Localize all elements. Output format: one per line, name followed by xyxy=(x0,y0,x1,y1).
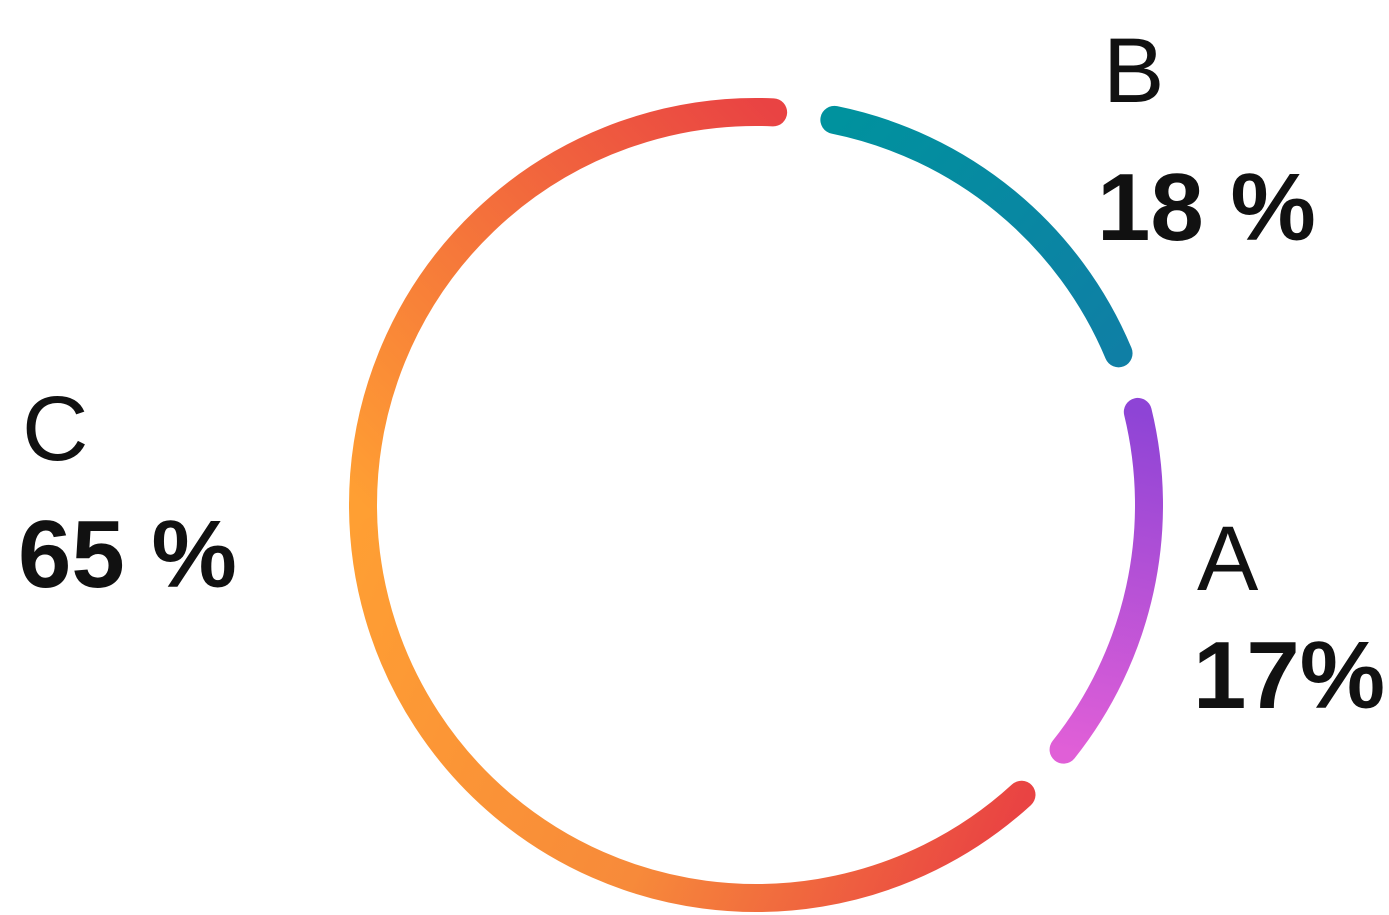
slice-name-b: B xyxy=(1103,20,1164,122)
slice-value-a: 17% xyxy=(1193,622,1385,729)
arc-b xyxy=(820,105,1133,368)
arc-a xyxy=(1049,397,1163,764)
slice-name-c: C xyxy=(22,378,88,480)
slice-label-c: C 65 % xyxy=(18,378,237,608)
arc-c xyxy=(349,491,1036,912)
chart-arcs xyxy=(349,98,1163,912)
slice-label-a: A 17% xyxy=(1193,508,1385,729)
slice-name-a: A xyxy=(1197,508,1259,610)
arc-c-upper xyxy=(349,98,788,519)
slice-value-b: 18 % xyxy=(1097,154,1316,261)
slice-label-b: B 18 % xyxy=(1097,20,1316,261)
slice-value-c: 65 % xyxy=(18,501,237,608)
